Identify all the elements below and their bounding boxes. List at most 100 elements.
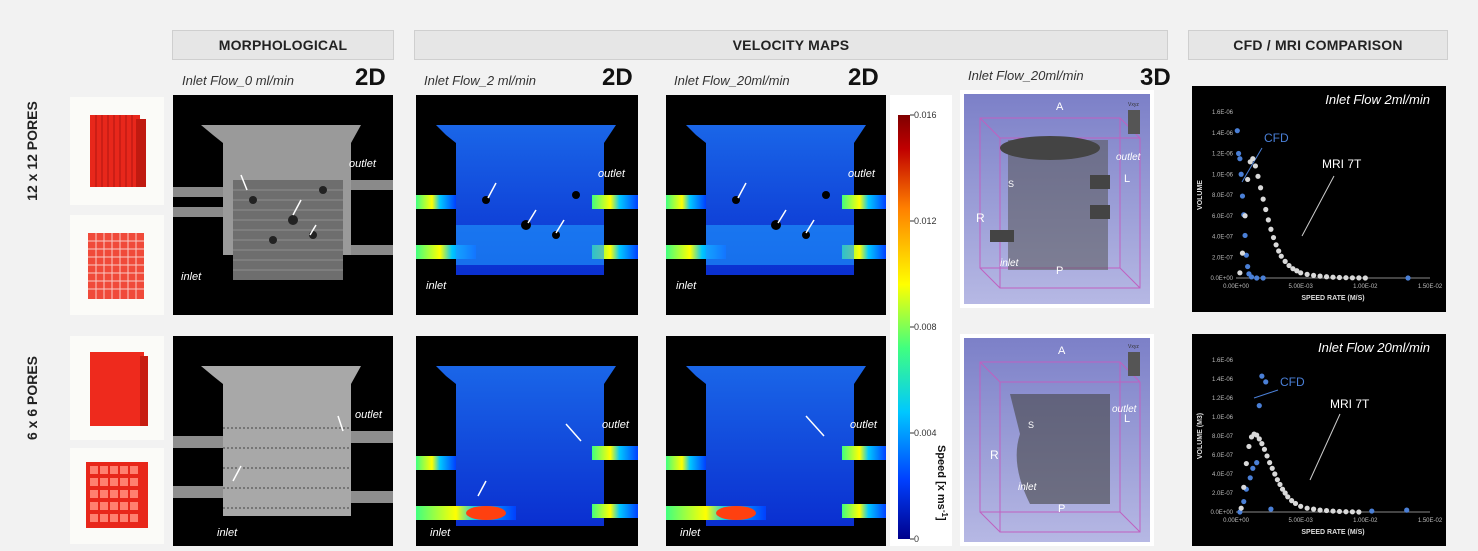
x-axis-label: SPEED RATE (M/S) [1301, 529, 1364, 536]
row-label-12x12: 12 x 12 PORES [24, 101, 40, 201]
orient-P: P [1058, 503, 1065, 515]
mri-point [1304, 505, 1310, 511]
colorbar-tick-label: 0 [914, 534, 919, 544]
x-tick-label: 0.00E+00 [1223, 284, 1250, 290]
outlet-label: outlet [848, 168, 876, 180]
mri-point [1254, 432, 1260, 438]
y-tick-label: 2.0E-07 [1212, 491, 1234, 497]
mri-point [1243, 460, 1249, 467]
row-label-6x6: 6 x 6 PORES [24, 355, 40, 441]
y-tick-label: 1.0E-06 [1212, 415, 1234, 421]
x-tick-label: 1.50E-02 [1418, 518, 1443, 524]
scaffold-photo-12x12-side [70, 97, 164, 205]
y-tick-label: 1.4E-06 [1212, 131, 1234, 137]
colorbar-gradient [898, 115, 910, 539]
mri-point [1246, 443, 1252, 450]
colorbar-tick-label: 0.016 [914, 110, 937, 120]
outlet-label: outlet [349, 158, 377, 170]
y-tick-label: 1.6E-06 [1212, 358, 1234, 364]
y-tick-label: 1.2E-06 [1212, 152, 1234, 158]
mri-point [1242, 213, 1248, 219]
mri-point [1238, 505, 1244, 511]
mri-point [1323, 274, 1330, 280]
cfd-point [1250, 465, 1256, 471]
inlet-label: inlet [426, 280, 447, 292]
red-grid-scaffold-icon [88, 233, 144, 299]
y-tick-label: 6.0E-07 [1212, 453, 1234, 459]
x-tick-label: 1.50E-02 [1418, 284, 1443, 290]
mri-point [1264, 453, 1270, 459]
flow-label-vel20: Inlet Flow_20ml/min [674, 73, 790, 88]
mri-point [1255, 173, 1261, 179]
mri-point [1285, 494, 1291, 500]
colorbar: 0.016 0.012 0.008 0.004 0 Speed [x ms-1] [890, 95, 952, 546]
mri-point [1290, 266, 1296, 272]
velocity-map-12x12-2ml: outlet inlet [416, 95, 638, 315]
cfd-leader-line [1241, 147, 1263, 183]
orient-L: L [1124, 173, 1130, 185]
y-tick-label: 1.0E-06 [1212, 172, 1234, 178]
y-axis-label: VOLUME [1197, 180, 1204, 210]
mri-point [1260, 196, 1266, 202]
cfd-point [1263, 379, 1269, 385]
mri-point [1268, 226, 1274, 232]
cfd-point [1247, 475, 1253, 481]
orient-R: R [976, 211, 985, 225]
red-coarse-grid-scaffold-icon [86, 462, 148, 528]
mri-point [1317, 273, 1323, 279]
cfd-series-label: CFD [1280, 375, 1305, 389]
x-axis-label: SPEED RATE (M/S) [1301, 295, 1364, 302]
outlet-label: outlet [850, 419, 878, 431]
orient-S: S [1008, 179, 1014, 189]
cfd-point [1241, 498, 1247, 505]
mri-point [1279, 486, 1286, 492]
cfd-point [1238, 171, 1244, 177]
mri-point [1304, 271, 1310, 277]
vxyz-scale-icon [1128, 352, 1140, 376]
mri-point [1250, 156, 1256, 162]
mri-point [1277, 481, 1283, 488]
mri-point [1237, 270, 1243, 276]
scaffold-photo-6x6-side [70, 336, 164, 440]
mri-point [1289, 498, 1295, 504]
y-tick-label: 1.4E-06 [1212, 377, 1234, 383]
cfd-point [1237, 156, 1243, 162]
cfd-point [1254, 460, 1260, 466]
cfd-mri-chart-20ml: Inlet Flow 20ml/min 0.0E+00 2.0E-07 4.0E-07… [1192, 334, 1446, 546]
inlet-label: inlet [430, 527, 451, 539]
x-tick-label: 0.00E+00 [1223, 518, 1250, 524]
chart-title: Inlet Flow 20ml/min [1318, 340, 1430, 355]
header-morphological: MORPHOLOGICAL [172, 30, 394, 60]
y-tick-label: 8.0E-07 [1212, 193, 1234, 199]
mri-point [1267, 460, 1273, 466]
cfd-point [1369, 508, 1375, 514]
cfd-point [1254, 275, 1260, 281]
morph-panel-12x12: outlet inlet [173, 95, 393, 315]
cfd-point [1243, 252, 1249, 258]
mri-point [1336, 508, 1343, 515]
vxyz-scale-icon [1128, 110, 1140, 134]
cfd-point [1234, 128, 1240, 134]
vxyz-label: Vxyz [1128, 102, 1139, 108]
cfd-point [1404, 507, 1410, 513]
inlet-label: inlet [181, 271, 202, 283]
mri-point [1257, 185, 1264, 191]
mri-leader-line [1309, 413, 1341, 481]
mri-point [1265, 217, 1271, 223]
flow-label-morph: Inlet Flow_0 ml/min [182, 73, 294, 88]
orient-A: A [1058, 345, 1066, 357]
mri-point [1311, 506, 1317, 512]
colorbar-tick-label: 0.004 [914, 428, 937, 438]
y-tick-label: 4.0E-07 [1212, 235, 1234, 241]
inlet-label: inlet [680, 527, 701, 539]
mri-point [1239, 250, 1246, 256]
cfd-point [1259, 373, 1265, 379]
cfd-point [1256, 403, 1262, 409]
mri-point [1259, 441, 1265, 447]
dim-label-vel20: 2D [848, 64, 879, 91]
outlet-label: outlet [602, 419, 630, 431]
red-block-scaffold-icon [90, 352, 148, 426]
scaffold-photo-6x6-top [70, 448, 164, 544]
outlet-label: outlet [598, 168, 626, 180]
velocity-map-6x6-2ml: outlet inlet [416, 336, 638, 546]
